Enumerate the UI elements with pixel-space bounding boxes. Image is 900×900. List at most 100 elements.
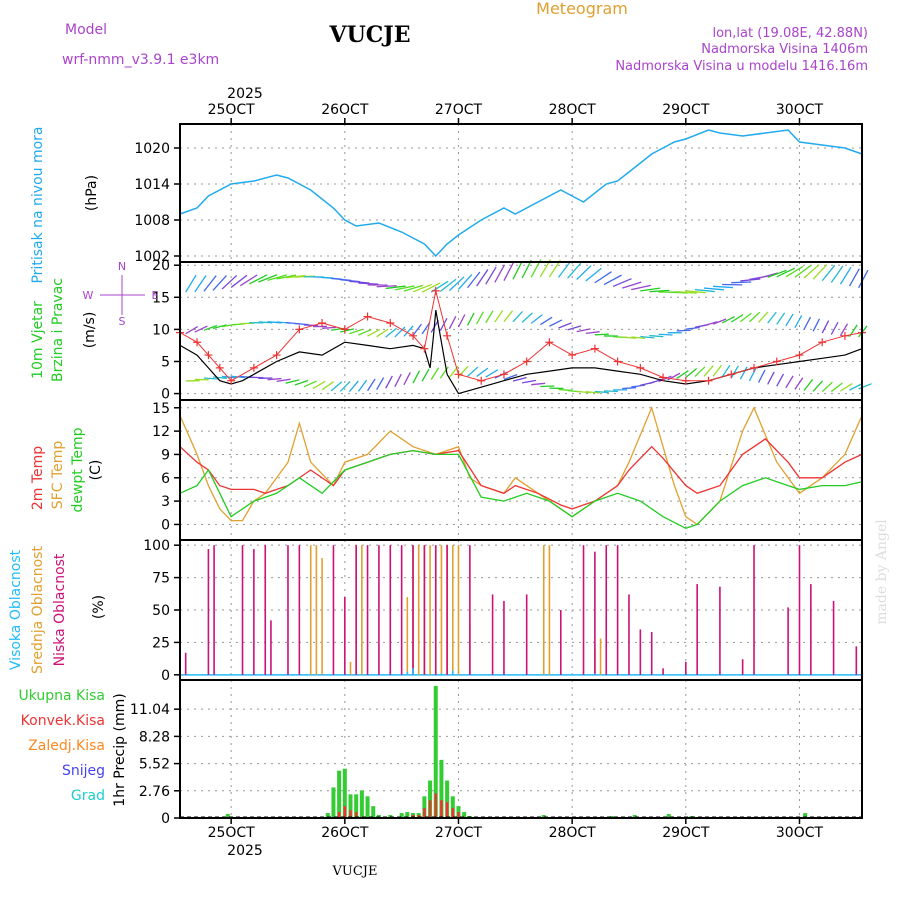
cloud-ylabel-low: Niska Oblacnost (52, 553, 68, 666)
precip-bar-convective (451, 808, 455, 818)
gust-marker (499, 370, 508, 379)
cloud-bar-srednja (417, 545, 420, 675)
legend-hail: Grad (71, 788, 105, 804)
wind-arrow (285, 379, 300, 384)
wind-arrow (585, 331, 600, 334)
ytick-label-0: 0 (161, 387, 170, 403)
legend-total: Ukupna Kisa (18, 688, 105, 704)
gust-marker (477, 376, 486, 385)
wind-arrow (522, 379, 537, 384)
gust-marker (795, 351, 804, 360)
wind-arrow (757, 369, 766, 383)
wind-arrow (203, 275, 217, 292)
gust-marker (818, 338, 827, 347)
legend-convective: Konvek.Kisa (21, 713, 105, 729)
wind-arrow (485, 310, 494, 324)
wind-arrow (503, 310, 514, 323)
wind-arrow (357, 379, 368, 392)
cloud-bar-niska (594, 551, 596, 675)
wind-arrow (521, 312, 533, 323)
wind-arrow (848, 268, 860, 287)
cloud-bar-srednja (361, 545, 363, 675)
cloud-bar-niska (855, 646, 858, 675)
wind-arrow (312, 380, 326, 389)
wind-arrow (194, 325, 208, 333)
wind-arrow (430, 367, 440, 380)
wind-arrow (485, 369, 499, 378)
precip-panel: 0 2.76 5.52 8.28 11.04 (130, 679, 863, 827)
wind-arrow (340, 328, 355, 333)
cloud-bar-srednja (429, 545, 431, 675)
wind-arrow (576, 328, 591, 333)
elevation-label: Nadmorska Visina 1406m (701, 42, 868, 57)
wind-arrow (812, 380, 824, 392)
wind-arrow (649, 334, 664, 338)
wind-arrow (731, 281, 752, 284)
pressure-panel: 1002 1008 1014 1020 (134, 123, 863, 265)
cloud-bar-niska (207, 549, 210, 675)
meteogram-title: Meteogram (536, 0, 628, 18)
gust-marker (363, 312, 372, 321)
wind-arrow (676, 370, 689, 379)
compass-w: W (83, 289, 94, 302)
gust-marker (727, 370, 736, 379)
gust-marker (420, 344, 429, 353)
wind-arrow (276, 378, 291, 383)
wind-arrow (549, 319, 563, 327)
wind-arrow (558, 322, 572, 329)
precip-bar-convective (423, 808, 426, 818)
top-year-label: 2025 (227, 86, 263, 102)
cloud-bar-niska (605, 545, 608, 675)
bottom-date-axis: 25OCT 26OCT 27OCT 28OCT 29OCT 30OCT (208, 818, 824, 841)
ytick-label-0: 0 (161, 668, 170, 684)
wind-arrow (721, 364, 731, 378)
precip-bar-convective (354, 812, 358, 818)
wind-arrow (421, 282, 441, 293)
wind-arrow (840, 382, 853, 392)
wind-arrow (230, 274, 248, 288)
compass-n: N (118, 260, 126, 273)
precip-bar-total (342, 768, 347, 818)
precip-bar-convective (349, 810, 352, 818)
cloud-bar-niska (832, 600, 835, 675)
cloud-bar-srednja (309, 545, 312, 675)
wind-arrow (712, 364, 723, 377)
ytick-label-1020: 1020 (134, 141, 170, 157)
cloud-bar-niska (787, 607, 789, 675)
cloud-bar-niska (719, 586, 721, 675)
cloud-bar-visoka (440, 673, 443, 675)
wind-arrow (676, 329, 691, 332)
cloud-panel: 0 25 50 75 100 (143, 538, 863, 684)
wind-arrow (458, 274, 473, 290)
dewpoint-line (179, 449, 863, 530)
wind-arrow (376, 377, 385, 391)
cloud-bar-niska (412, 545, 414, 675)
footer-station: VUCJE (332, 864, 378, 879)
wind-arrow (212, 376, 227, 379)
wind-arrow (603, 390, 618, 393)
cloud-bar-visoka (594, 673, 596, 675)
bottom-date-26oct: 26OCT (321, 825, 369, 841)
wind-arrow (631, 284, 651, 291)
ytick-label-5: 5 (161, 354, 170, 370)
wind-arrow (794, 264, 812, 278)
model-elevation-label: Nadmorska Visina u modelu 1416.16m (615, 59, 868, 74)
top-date-25oct: 25OCT (208, 102, 256, 118)
wind-arrow (849, 383, 863, 391)
wind-arrow (703, 287, 724, 291)
wind-arrow (521, 259, 532, 279)
gust-marker (681, 376, 690, 385)
compass-s: S (119, 315, 126, 328)
cloud-bar-niska (378, 545, 380, 675)
ytick-label-50: 50 (152, 603, 170, 619)
wind-arrow (439, 366, 449, 379)
top-date-30oct: 30OCT (776, 102, 824, 118)
temp-ylabel-2m: 2m Temp (30, 446, 46, 510)
ytick-label-5.52: 5.52 (139, 757, 170, 773)
precip-bar-total (632, 815, 637, 818)
cloud-bar-visoka (452, 670, 454, 675)
wind-arrow (758, 272, 779, 279)
pressure-line (179, 129, 863, 258)
pressure-ylabel-unit: (hPa) (84, 175, 100, 211)
wind-arrow (767, 311, 777, 324)
